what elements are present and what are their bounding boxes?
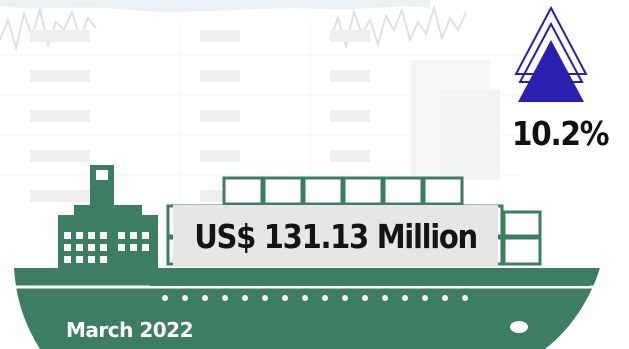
anchor-hole [510, 321, 528, 333]
period-label: March 2022 [66, 318, 193, 342]
amount-label: US$ 131.13 Million [173, 205, 498, 267]
growth-percent: 10.2% [511, 114, 610, 153]
ship-portholes [162, 295, 468, 301]
up-triangle-icon [514, 5, 588, 102]
amount-value: US$ 131.13 Million [194, 216, 478, 256]
